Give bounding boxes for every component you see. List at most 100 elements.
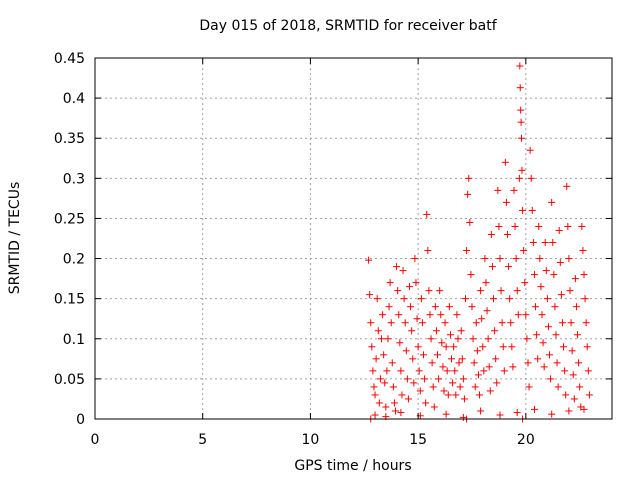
data-point: [452, 391, 460, 399]
data-point: [412, 279, 420, 287]
data-point: [459, 413, 467, 421]
data-point: [478, 315, 486, 323]
data-point: [429, 383, 437, 391]
data-point: [415, 367, 423, 375]
data-point: [506, 295, 514, 303]
data-point: [392, 407, 400, 415]
data-point: [442, 343, 450, 351]
data-point: [494, 186, 502, 194]
data-point: [365, 256, 373, 264]
data-point: [546, 351, 554, 359]
data-point: [509, 363, 517, 371]
data-point: [437, 311, 445, 319]
data-point: [537, 283, 545, 291]
data-point: [482, 279, 490, 287]
data-point: [561, 367, 569, 375]
data-point: [541, 239, 549, 247]
data-point: [529, 239, 537, 247]
data-point: [530, 405, 538, 413]
data-point: [524, 359, 532, 367]
data-point: [390, 399, 398, 407]
data-point: [397, 409, 405, 417]
y-axis-label: SRMTID / TECUs: [7, 182, 23, 295]
x-tick-label: 20: [517, 432, 535, 448]
data-point: [381, 379, 389, 387]
data-point: [496, 411, 504, 419]
data-point: [483, 307, 491, 315]
data-point: [539, 339, 547, 347]
data-point: [462, 295, 470, 303]
data-point: [513, 287, 521, 295]
data-point: [572, 303, 580, 311]
y-tick-label: 0.3: [63, 171, 85, 187]
data-point: [501, 158, 509, 166]
data-point: [515, 174, 523, 182]
data-point: [576, 383, 584, 391]
data-point: [505, 263, 513, 271]
data-point: [502, 198, 510, 206]
data-point: [398, 391, 406, 399]
data-point: [371, 411, 379, 419]
data-point: [497, 287, 505, 295]
data-point: [380, 351, 388, 359]
data-point: [417, 295, 425, 303]
data-point: [370, 383, 378, 391]
data-point: [493, 379, 501, 387]
data-point: [484, 335, 492, 343]
data-point: [476, 391, 484, 399]
data-point: [471, 383, 479, 391]
data-point: [580, 405, 588, 413]
data-point: [575, 359, 583, 367]
data-point: [434, 351, 442, 359]
data-point: [565, 407, 573, 415]
data-point: [498, 319, 506, 327]
data-point: [420, 351, 428, 359]
data-point: [510, 186, 518, 194]
data-point: [562, 391, 570, 399]
data-point: [477, 287, 485, 295]
data-point: [465, 174, 473, 182]
data-point: [579, 247, 587, 255]
data-point: [414, 343, 422, 351]
data-point: [518, 134, 526, 142]
data-point: [396, 339, 404, 347]
data-point: [551, 303, 559, 311]
y-tick-label: 0.25: [54, 211, 85, 227]
data-point: [522, 311, 530, 319]
data-point: [540, 363, 548, 371]
data-point: [544, 323, 552, 331]
data-point: [519, 206, 527, 214]
data-point: [371, 391, 379, 399]
data-point: [432, 327, 440, 335]
data-point: [459, 375, 467, 383]
data-point: [409, 355, 417, 363]
data-point: [518, 166, 526, 174]
data-point: [399, 267, 407, 275]
data-point: [516, 84, 524, 92]
data-point: [464, 190, 472, 198]
data-point: [468, 303, 476, 311]
data-point: [385, 303, 393, 311]
data-point: [557, 291, 565, 299]
data-point: [582, 319, 590, 327]
data-point: [554, 383, 562, 391]
data-point: [422, 399, 430, 407]
data-point: [583, 343, 591, 351]
x-tick-label: 5: [198, 432, 207, 448]
data-point: [548, 198, 556, 206]
data-point: [499, 343, 507, 351]
data-point: [488, 263, 496, 271]
data-point: [374, 327, 382, 335]
data-point: [507, 319, 515, 327]
data-point: [423, 210, 431, 218]
data-point: [382, 403, 390, 411]
data-point: [521, 279, 529, 287]
data-point: [481, 255, 489, 263]
data-point: [439, 363, 447, 371]
data-point: [486, 387, 494, 395]
y-tick-label: 0.45: [54, 51, 85, 67]
y-tick-label: 0.4: [63, 91, 85, 107]
data-point: [548, 410, 556, 418]
data-point: [492, 355, 500, 363]
data-point: [467, 271, 475, 279]
